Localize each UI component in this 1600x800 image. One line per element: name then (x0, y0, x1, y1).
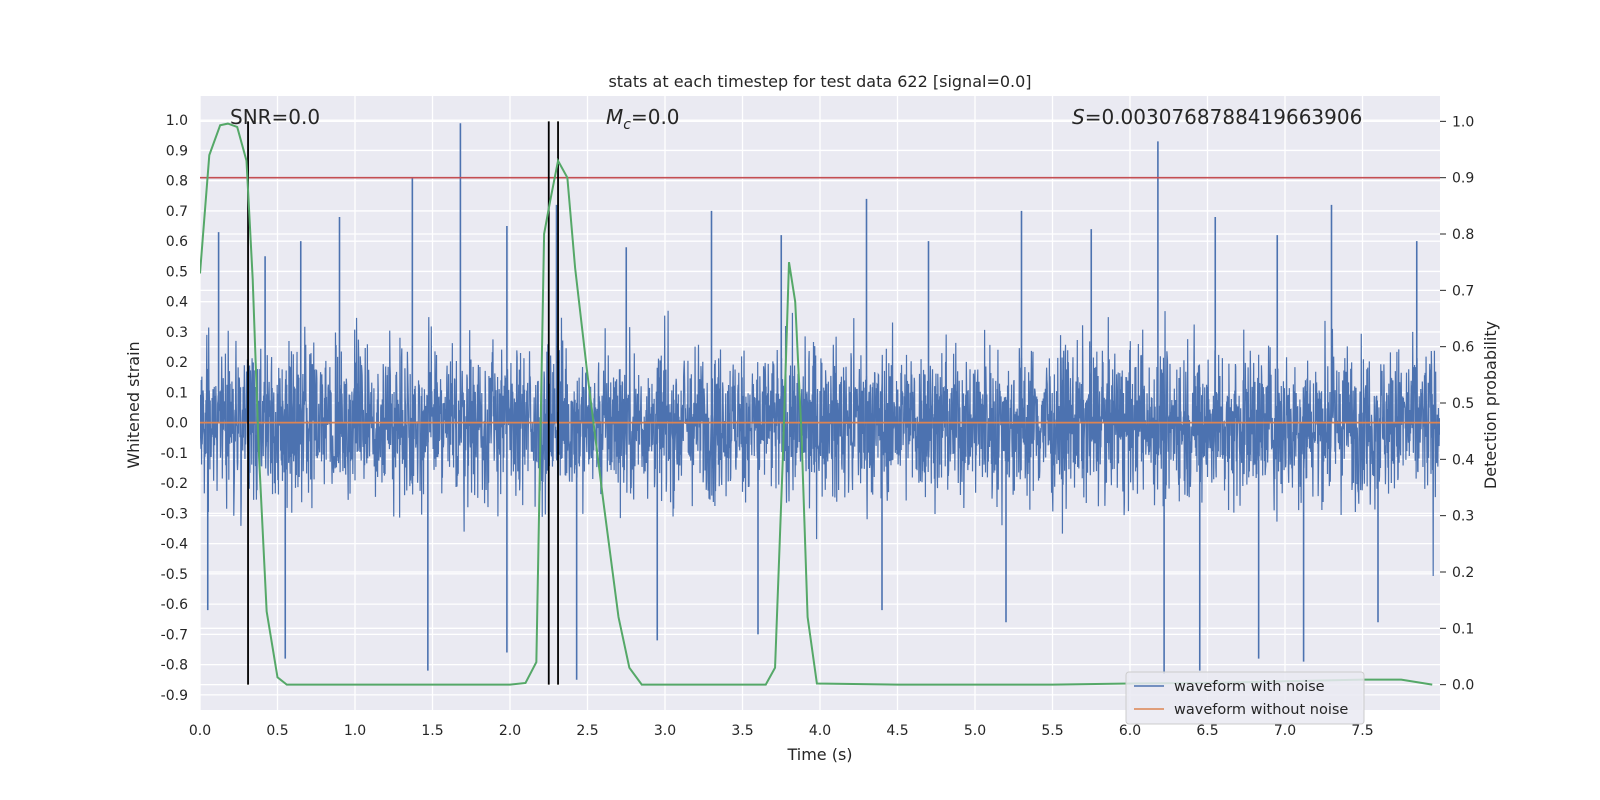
right-tick-label: 1.0 (1452, 114, 1474, 130)
x-tick-label: 1.5 (421, 723, 443, 739)
x-axis-label: Time (s) (786, 745, 852, 764)
noise-waveform-series (200, 123, 1440, 680)
x-tick-label: 2.0 (499, 723, 521, 739)
y-tick-label: 0.6 (166, 234, 188, 250)
y-tick-label: -0.2 (161, 476, 188, 492)
y-axis-label: Whitened strain (124, 341, 143, 468)
right-tick-label: 0.0 (1452, 678, 1474, 694)
mc-subscript: c (623, 117, 631, 133)
mc-annotation: Mc=0.0 (606, 105, 680, 133)
y-tick-label: -0.9 (161, 688, 188, 704)
legend-label-clean: waveform without noise (1174, 702, 1348, 718)
right-tick-label: 0.9 (1452, 171, 1474, 187)
legend-box (1125, 671, 1365, 725)
x-tick-label: 0.0 (189, 723, 211, 739)
detection-probability-line (200, 122, 1433, 686)
legend: waveform with noise waveform without noi… (1125, 671, 1365, 725)
y-tick-label: 0.2 (166, 355, 188, 371)
x-tick-label: 6.0 (1119, 723, 1141, 739)
mc-symbol: M (606, 105, 623, 129)
right-tick-label: 0.6 (1452, 340, 1474, 356)
x-tick-label: 1.0 (344, 723, 366, 739)
y-tick-label: -0.1 (161, 446, 188, 462)
vertical-markers (247, 121, 559, 685)
right-tick-label: 0.2 (1452, 565, 1474, 581)
y-tick-label: 0.5 (166, 264, 188, 280)
right-axis-label: Detection probability (1481, 321, 1500, 489)
right-tick-label: 0.4 (1452, 452, 1474, 468)
x-tick-label: 4.0 (809, 723, 831, 739)
y-tick-label: -0.7 (161, 627, 188, 643)
right-tick-label: 0.5 (1452, 396, 1474, 412)
y-tick-label: -0.6 (161, 597, 188, 613)
y-tick-label: 0.0 (166, 416, 188, 432)
right-tick-label: 0.7 (1452, 283, 1474, 299)
x-tick-label: 4.5 (886, 723, 908, 739)
s-annotation: S=0.0030768788419663906 (1072, 105, 1362, 129)
right-tick-label: 0.8 (1452, 227, 1474, 243)
x-tick-label: 5.5 (1041, 723, 1063, 739)
x-tick-label: 3.0 (654, 723, 676, 739)
x-tick-label: 6.5 (1196, 723, 1218, 739)
y-tick-label: 0.8 (166, 174, 188, 190)
y-axis-ticks: -0.9 -0.8 -0.7 -0.6 -0.5 -0.4 -0.3 -0.2 -0.1 0.0 0… (161, 113, 188, 704)
s-value: =0.0030768788419663906 (1085, 105, 1363, 129)
x-tick-label: 7.0 (1274, 723, 1296, 739)
x-axis-ticks: 0.0 0.5 1.0 1.5 2.0 2.5 3.0 3.5 4.0 4.5 5.0 5.5 6.0 6… (189, 723, 1374, 739)
legend-label-noise: waveform with noise (1174, 679, 1325, 695)
y-tick-label: 1.0 (166, 113, 188, 129)
y-tick-label: 0.7 (166, 204, 188, 220)
y-tick-label: -0.4 (161, 537, 188, 553)
snr-annotation: SNR=0.0 (230, 105, 320, 129)
x-tick-label: 3.5 (731, 723, 753, 739)
x-tick-label: 7.5 (1351, 723, 1373, 739)
detection-probability-series (200, 122, 1433, 686)
s-symbol: S (1072, 105, 1085, 129)
noise-waveform-line (200, 310, 1440, 577)
mc-value: =0.0 (631, 105, 680, 129)
x-tick-label: 2.5 (576, 723, 598, 739)
y-tick-label: 0.3 (166, 325, 188, 341)
x-tick-label: 0.5 (266, 723, 288, 739)
right-tick-label: 0.3 (1452, 509, 1474, 525)
y-tick-label: -0.3 (161, 506, 188, 522)
right-axis-ticks: 0.0 0.1 0.2 0.3 0.4 0.5 0.6 0.7 0.8 0.9 1.0 (1440, 114, 1474, 694)
chart-title: stats at each timestep for test data 622… (608, 72, 1031, 91)
y-tick-label: -0.8 (161, 658, 188, 674)
right-tick-label: 0.1 (1452, 621, 1474, 637)
y-tick-label: -0.5 (161, 567, 188, 583)
x-tick-label: 5.0 (964, 723, 986, 739)
y-tick-label: 0.4 (166, 295, 188, 311)
y-tick-label: 0.1 (166, 385, 188, 401)
y-tick-label: 0.9 (166, 143, 188, 159)
